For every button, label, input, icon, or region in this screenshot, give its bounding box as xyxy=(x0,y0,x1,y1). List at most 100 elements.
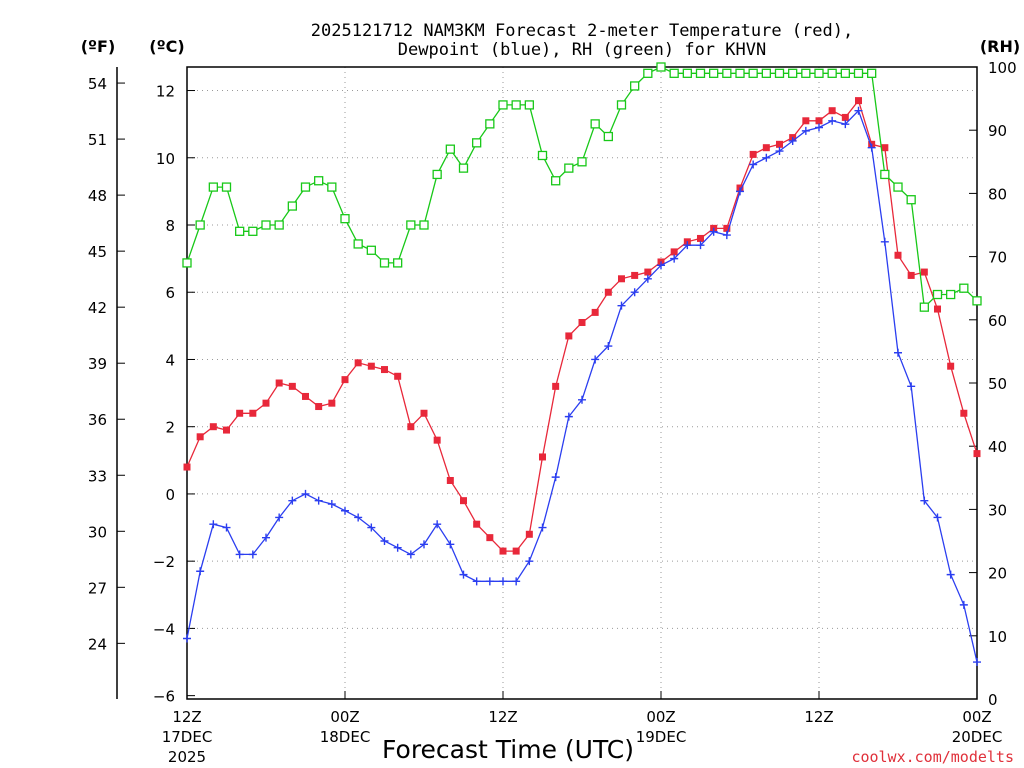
data-point xyxy=(432,169,442,180)
data-point xyxy=(761,68,771,78)
time-tick-label: 00Z xyxy=(646,708,675,726)
data-point xyxy=(209,520,218,529)
data-point xyxy=(618,275,625,283)
data-point xyxy=(643,274,652,283)
data-point xyxy=(657,261,665,270)
data-point xyxy=(182,258,192,268)
data-point xyxy=(894,251,902,259)
data-point xyxy=(591,308,599,316)
data-point xyxy=(736,187,744,196)
data-point xyxy=(314,496,323,505)
time-tick-label: 00Z xyxy=(330,708,359,726)
celsius-tick-label: 10 xyxy=(156,150,175,168)
fahrenheit-tick-label: 45 xyxy=(88,243,107,261)
data-point xyxy=(643,68,653,78)
data-point xyxy=(366,245,376,255)
data-point xyxy=(341,506,349,515)
data-point xyxy=(262,533,270,542)
data-point xyxy=(300,182,311,192)
data-point xyxy=(656,62,666,72)
data-point xyxy=(328,399,336,407)
data-point xyxy=(564,163,574,173)
data-point xyxy=(499,577,507,586)
data-point xyxy=(775,147,784,156)
data-point xyxy=(551,176,561,186)
data-point xyxy=(695,68,706,78)
data-point xyxy=(525,557,534,566)
data-point xyxy=(221,182,232,192)
data-point xyxy=(222,523,231,532)
celsius-axis-label: (ºC) xyxy=(149,37,184,56)
data-point xyxy=(354,359,362,367)
data-point xyxy=(853,68,864,78)
time-tick-year: 2025 xyxy=(168,748,206,766)
data-point xyxy=(881,144,889,152)
data-point xyxy=(196,433,204,441)
data-point xyxy=(749,160,758,169)
data-point xyxy=(419,220,429,230)
data-point xyxy=(235,226,245,236)
data-point xyxy=(578,318,586,326)
data-point xyxy=(709,227,718,236)
series-rh xyxy=(182,62,982,312)
celsius-tick-label: −2 xyxy=(153,553,175,571)
data-point xyxy=(867,143,876,152)
time-tick-label: 12Z xyxy=(172,708,201,726)
data-point xyxy=(762,144,770,152)
rh-tick-label: 100 xyxy=(988,59,1017,77)
data-point xyxy=(774,68,785,78)
data-point xyxy=(288,382,296,390)
data-point xyxy=(538,523,547,532)
data-point xyxy=(551,473,560,482)
data-point xyxy=(341,376,349,384)
data-point xyxy=(460,497,467,505)
data-point xyxy=(327,500,336,509)
data-point xyxy=(459,570,468,579)
celsius-tick-label: 12 xyxy=(156,83,175,101)
data-point xyxy=(867,68,877,78)
rh-tick-label: 10 xyxy=(988,628,1007,646)
data-point xyxy=(433,436,441,444)
data-point xyxy=(840,68,850,78)
fahrenheit-tick-label: 24 xyxy=(88,635,107,653)
data-point xyxy=(934,305,941,313)
data-point xyxy=(525,530,533,538)
data-point xyxy=(920,268,928,276)
fahrenheit-tick-label: 36 xyxy=(88,411,107,429)
chart-title-line-1: 2025121712 NAM3KM Forecast 2-meter Tempe… xyxy=(311,21,853,41)
data-point xyxy=(946,570,955,579)
celsius-tick-label: 0 xyxy=(165,486,175,504)
data-point xyxy=(236,409,244,417)
data-point xyxy=(802,117,810,125)
data-point xyxy=(393,258,403,268)
data-point xyxy=(932,289,943,300)
data-point xyxy=(195,220,205,230)
rh-tick-label: 60 xyxy=(988,312,1007,330)
data-point xyxy=(880,169,890,180)
data-point xyxy=(972,296,982,306)
data-point xyxy=(894,348,902,357)
rh-tick-label: 20 xyxy=(988,565,1007,583)
data-point xyxy=(183,634,191,643)
data-point xyxy=(801,126,810,135)
time-tick-label: 12Z xyxy=(804,708,833,726)
data-point xyxy=(275,513,284,522)
data-point xyxy=(973,450,981,458)
data-point xyxy=(960,409,968,417)
data-point xyxy=(486,534,494,542)
data-point xyxy=(552,382,560,390)
chart-title-line-2: Dewpoint (blue), RH (green) for KHVN xyxy=(398,40,766,60)
data-point xyxy=(577,157,587,167)
data-point xyxy=(379,258,390,268)
data-point xyxy=(473,520,481,528)
data-point xyxy=(578,395,586,404)
time-axis: 12Z 17DEC 2025 00Z 18DEC 12Z 00Z 19DEC 12Z 00Z 20D… xyxy=(162,691,1002,766)
data-point xyxy=(604,288,612,296)
rh-axis: 0 10 20 30 40 50 60 70 80 90 100 xyxy=(969,59,1017,709)
fahrenheit-tick-label: 51 xyxy=(88,131,107,149)
rh-tick-label: 0 xyxy=(988,691,998,709)
data-point xyxy=(631,271,639,279)
data-point xyxy=(644,268,652,276)
data-point xyxy=(893,182,903,192)
data-point xyxy=(617,301,626,310)
